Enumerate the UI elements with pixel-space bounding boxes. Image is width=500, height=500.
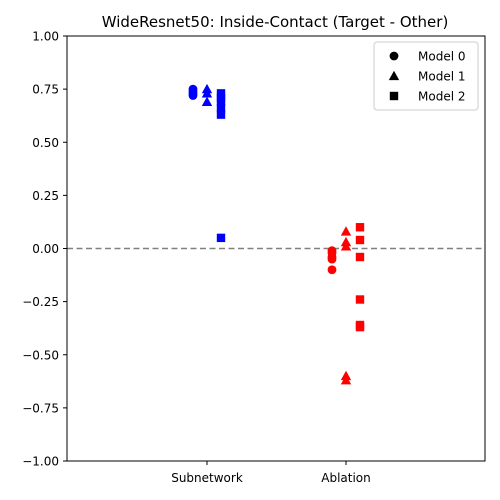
y-tick-label: 1.00 [32,30,59,44]
legend-label: Model 0 [418,50,465,64]
data-point-model-1 [201,88,213,98]
legend-marker-square [389,91,399,101]
data-point-model-2 [355,252,365,262]
data-point-model-2 [216,104,226,113]
data-point-model-2 [216,233,226,243]
data-point-model-1 [201,96,213,107]
legend-label: Model 2 [418,90,465,104]
data-point-model-2 [216,89,226,98]
y-tick-label: −0.50 [22,348,59,362]
data-point-model-2 [355,223,365,232]
data-point-model-2 [355,322,365,332]
x-tick-label: Ablation [321,471,371,485]
data-point-model-1 [340,226,352,236]
data-point-model-1 [340,375,352,385]
data-point-model-0 [188,91,198,100]
y-tick-label: 0.00 [32,242,59,256]
y-tick-label: 0.75 [32,83,59,97]
y-tick-label: −1.00 [22,455,59,469]
data-point-model-1 [340,241,352,251]
x-tick-label: Subnetwork [171,471,243,485]
data-point-model-2 [216,110,226,119]
legend-frame [373,41,479,111]
plot-area: −1.00 −0.75 −0.50 −0.25 0.00 0.25 0.50 0.75 1.00… [22,30,486,485]
legend: Model 0 Model 1 Model 2 [373,41,479,111]
data-point-model-0 [327,254,337,264]
legend-marker-triangle [388,70,400,81]
data-point-model-2 [216,97,226,107]
data-point-model-2 [355,235,365,245]
chart-title: WideResnet50: Inside-Contact (Target - O… [102,13,449,31]
data-point-model-2 [355,295,365,304]
y-tick-label: −0.25 [22,295,59,309]
y-tick-label: 0.25 [32,189,59,203]
y-tick-label: 0.50 [32,136,59,150]
y-tick-label: −0.75 [22,401,59,415]
data-point-model-0 [327,265,337,275]
legend-marker-circle [389,51,399,61]
data-point-model-2 [216,93,226,102]
legend-label: Model 1 [418,70,465,84]
